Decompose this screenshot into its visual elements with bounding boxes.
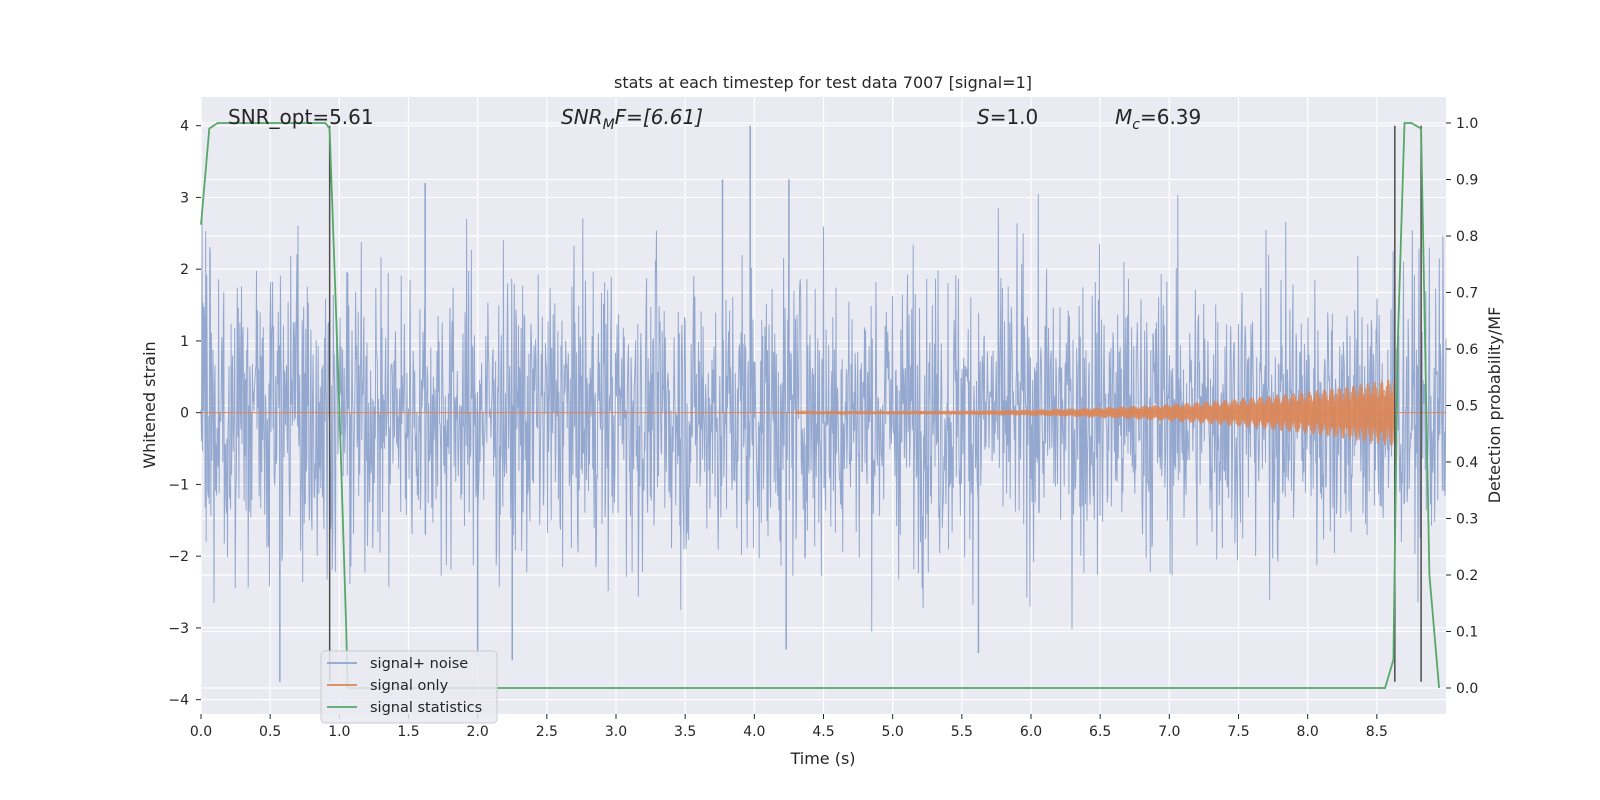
signal-trace [795,378,1396,447]
legend-label-noise: signal+ noise [370,656,468,672]
x-tick-label: 0.0 [190,724,212,740]
y-tick-label: −4 [168,693,189,709]
x-tick-label: 4.0 [743,724,765,740]
y-axis-ticks: −4 −3 −2 −1 0 1 2 3 4 [168,119,201,709]
y-tick-label: 1 [180,334,189,350]
y2-tick-label: 0.5 [1456,399,1478,415]
y-tick-label: 4 [180,119,189,135]
x-tick-label: 7.0 [1158,724,1180,740]
x-tick-label: 2.5 [536,724,558,740]
x-tick-label: 1.5 [397,724,419,740]
annotation-snr-mf-sub: M [603,117,615,133]
x-tick-label: 8.5 [1366,724,1388,740]
x-tick-label: 3.5 [674,724,696,740]
y2-tick-label: 0.1 [1456,625,1478,641]
annotation-snr-opt: SNR_opt=5.61 [228,105,374,129]
x-tick-label: 5.0 [882,724,904,740]
x-tick-label: 3.0 [605,724,627,740]
y2-tick-label: 0.4 [1456,455,1478,471]
y-tick-label: −3 [168,621,189,637]
y2-tick-label: 0.6 [1456,342,1478,358]
legend-label-statistics: signal statistics [370,700,482,716]
x-tick-label: 0.5 [259,724,281,740]
annotation-snr-mf: SNRMF=[6.61] [561,105,703,133]
legend: signal+ noise signal only signal statist… [320,650,498,724]
legend-box [320,650,498,724]
x-tick-label: 6.0 [1020,724,1042,740]
y2-tick-label: 1.0 [1456,116,1478,132]
y-tick-label: 3 [180,190,189,206]
x-tick-label: 1.0 [328,724,350,740]
y2-axis-label: Detection probability/MF [1485,307,1504,504]
statistics-trace [200,122,1440,689]
annotation-snr-mf-rest: F=[6.61] [615,105,703,129]
x-tick-label: 6.5 [1089,724,1111,740]
y-tick-label: −1 [168,477,189,493]
annotation-mc-main: M [1115,105,1132,129]
statistics-series [200,122,1440,689]
annotation-s-label: S [977,105,990,129]
x-tick-label: 7.5 [1227,724,1249,740]
y2-axis-ticks: 0.0 0.1 0.2 0.3 0.4 0.5 0.6 0.7 0.8 0.9 1.0 [1446,116,1478,697]
noise-trace [200,193,1447,632]
chart-title: stats at each timestep for test data 700… [614,73,1032,92]
x-axis-label: Time (s) [789,749,855,768]
y2-tick-label: 0.3 [1456,512,1478,528]
x-axis-ticks: 0.0 0.5 1.0 1.5 2.0 2.5 3.0 3.5 4.0 4.5 5.0 5.5 6.0 6… [190,714,1388,740]
y2-tick-label: 0.2 [1456,568,1478,584]
x-tick-label: 8.0 [1297,724,1319,740]
x-tick-label: 2.0 [467,724,489,740]
x-tick-label: 4.5 [812,724,834,740]
annotation-s: S=1.0 [977,105,1038,129]
y-tick-label: 2 [180,262,189,278]
annotation-snr-mf-main: SNR [561,105,603,129]
y-tick-label: 0 [180,406,189,422]
annotation-mc: Mc=6.39 [1115,105,1201,133]
noise-series [200,125,1447,682]
annotation-mc-sub: c [1132,117,1140,133]
x-tick-label: 5.5 [951,724,973,740]
y2-tick-label: 0.7 [1456,285,1478,301]
annotation-s-value: =1.0 [990,105,1039,129]
y2-tick-label: 0.9 [1456,172,1478,188]
y-tick-label: −2 [168,549,189,565]
y2-tick-label: 0.8 [1456,229,1478,245]
y-axis-label: Whitened strain [140,341,159,468]
annotation-mc-rest: =6.39 [1140,105,1201,129]
y2-tick-label: 0.0 [1456,681,1478,697]
legend-label-signal: signal only [370,678,449,694]
chirp-series [201,378,1446,447]
